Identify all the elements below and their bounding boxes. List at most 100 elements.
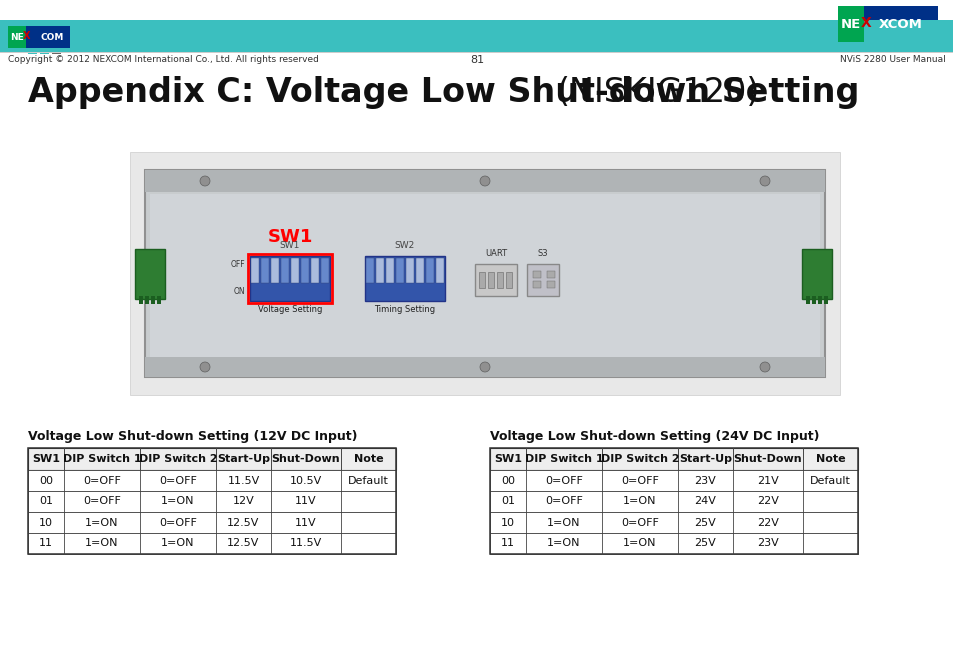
Text: 1=ON: 1=ON — [547, 538, 580, 548]
Bar — [801, 249, 831, 299]
Text: 25V: 25V — [694, 517, 716, 528]
Text: Voltage Low Shut-down Setting (24V DC Input): Voltage Low Shut-down Setting (24V DC In… — [490, 430, 819, 443]
Bar — [28, 533, 395, 554]
Bar — [281, 258, 289, 282]
Bar — [0, 20, 953, 52]
Text: 01: 01 — [39, 497, 53, 507]
Text: 22V: 22V — [757, 497, 778, 507]
Text: 0=OFF: 0=OFF — [159, 517, 196, 528]
Text: Voltage Setting: Voltage Setting — [257, 306, 322, 314]
Text: Appendix C: Voltage Low Shut-down Setting (NISKIG120): Appendix C: Voltage Low Shut-down Settin… — [28, 20, 285, 29]
Text: DIP Switch 2: DIP Switch 2 — [138, 454, 217, 464]
Circle shape — [479, 176, 490, 186]
Text: 1=ON: 1=ON — [161, 497, 194, 507]
Circle shape — [200, 362, 210, 372]
Bar — [320, 258, 329, 282]
Text: 11.5V: 11.5V — [227, 476, 259, 485]
Text: Note: Note — [815, 454, 844, 464]
Text: X: X — [860, 16, 870, 30]
Bar — [811, 296, 815, 304]
Text: 0=OFF: 0=OFF — [159, 476, 196, 485]
Bar — [28, 491, 395, 512]
Text: 01: 01 — [500, 497, 515, 507]
Bar — [145, 170, 824, 377]
Text: 11V: 11V — [294, 497, 316, 507]
Bar — [150, 194, 820, 357]
Text: Copyright © 2012 NEXCOM International Co., Ltd. All rights reserved: Copyright © 2012 NEXCOM International Co… — [8, 55, 318, 64]
Bar — [817, 296, 821, 304]
Text: 0=OFF: 0=OFF — [83, 497, 121, 507]
Text: XCOM: XCOM — [878, 17, 922, 30]
Bar — [490, 533, 857, 554]
Text: 24V: 24V — [694, 497, 716, 507]
Bar — [426, 258, 434, 282]
Text: 22V: 22V — [757, 517, 778, 528]
Text: 1=ON: 1=ON — [85, 517, 118, 528]
Text: 1=ON: 1=ON — [161, 538, 194, 548]
Bar — [151, 296, 154, 304]
Bar — [28, 448, 395, 470]
Text: 11: 11 — [39, 538, 53, 548]
Text: 25V: 25V — [694, 538, 716, 548]
Text: 1=ON: 1=ON — [547, 517, 580, 528]
Text: Default: Default — [809, 476, 850, 485]
Bar — [251, 258, 258, 282]
Bar — [301, 258, 309, 282]
Bar — [416, 258, 423, 282]
Bar — [395, 258, 403, 282]
Text: 0=OFF: 0=OFF — [544, 497, 582, 507]
Bar — [145, 296, 149, 304]
Text: SW1: SW1 — [32, 454, 60, 464]
Text: 12V: 12V — [233, 497, 254, 507]
Circle shape — [200, 176, 210, 186]
Bar — [8, 26, 70, 48]
Bar — [526, 263, 558, 296]
Bar — [805, 296, 809, 304]
Text: Start-Up: Start-Up — [679, 454, 731, 464]
Bar — [478, 271, 484, 288]
Bar — [311, 258, 318, 282]
Text: Voltage Low Shut-down Setting (12V DC Input): Voltage Low Shut-down Setting (12V DC In… — [28, 430, 357, 443]
Text: 12.5V: 12.5V — [227, 517, 259, 528]
Text: 11V: 11V — [294, 517, 316, 528]
Text: 0=OFF: 0=OFF — [544, 476, 582, 485]
Text: ON: ON — [233, 287, 245, 296]
Text: DIP Switch 1: DIP Switch 1 — [524, 454, 602, 464]
Text: Appendix C: Voltage Low Shut-down Setting (NISKIG120): Appendix C: Voltage Low Shut-down Settin… — [28, 76, 953, 109]
Text: 81: 81 — [470, 55, 483, 65]
Circle shape — [479, 362, 490, 372]
Text: Start-Up: Start-Up — [216, 454, 270, 464]
Bar — [406, 258, 414, 282]
Bar — [475, 263, 517, 296]
Bar — [488, 271, 494, 288]
Bar — [28, 45, 37, 54]
Text: 23V: 23V — [757, 538, 778, 548]
Bar — [248, 253, 332, 302]
Text: COM: COM — [40, 32, 64, 42]
Text: DIP Switch 2: DIP Switch 2 — [600, 454, 679, 464]
Text: NE: NE — [10, 32, 24, 42]
Text: NViS 2280 User Manual: NViS 2280 User Manual — [840, 55, 945, 64]
Text: SW1: SW1 — [267, 228, 313, 245]
Text: 1=ON: 1=ON — [85, 538, 118, 548]
Text: 00: 00 — [39, 476, 53, 485]
Text: Appendix C: Voltage Low Shut-down Setting: Appendix C: Voltage Low Shut-down Settin… — [28, 76, 870, 109]
Text: SW2: SW2 — [395, 241, 415, 251]
Bar — [505, 271, 512, 288]
Text: 0=OFF: 0=OFF — [620, 517, 659, 528]
Bar — [8, 26, 26, 48]
Text: X: X — [23, 31, 30, 41]
Text: OFF: OFF — [230, 260, 245, 269]
Bar — [365, 255, 444, 300]
Text: 10: 10 — [39, 517, 53, 528]
Bar — [145, 357, 824, 377]
Text: 1=ON: 1=ON — [622, 538, 656, 548]
Text: SW1: SW1 — [279, 241, 300, 251]
Circle shape — [760, 176, 769, 186]
Text: SW1: SW1 — [494, 454, 521, 464]
Bar — [135, 249, 165, 299]
Text: Note: Note — [354, 454, 383, 464]
Bar — [0, 52, 953, 53]
Bar — [261, 258, 269, 282]
Bar — [497, 271, 502, 288]
